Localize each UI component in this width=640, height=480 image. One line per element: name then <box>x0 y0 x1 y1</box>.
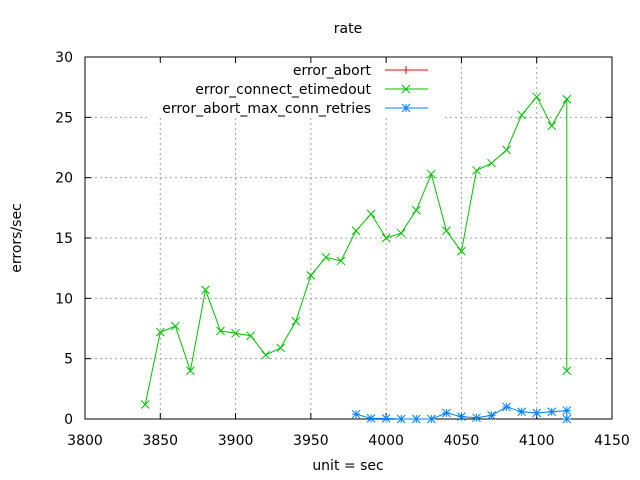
x-tick-label: 3950 <box>293 433 329 449</box>
y-tick-label: 15 <box>55 231 73 247</box>
series-layer <box>140 92 572 424</box>
data-point <box>562 94 572 104</box>
x-tick-label: 4100 <box>519 433 555 449</box>
x-tick-label: 4150 <box>594 433 630 449</box>
data-point <box>246 331 255 341</box>
data-point <box>321 252 331 262</box>
x-tick-label: 3900 <box>218 433 254 449</box>
legend-label-error-connect-etimedout: error_connect_etimedout <box>195 82 371 98</box>
data-point <box>201 285 210 295</box>
data-point <box>472 413 481 423</box>
data-point <box>487 411 496 420</box>
x-tick-label: 4000 <box>368 433 404 449</box>
data-point <box>562 406 572 415</box>
data-point <box>170 321 180 331</box>
data-point <box>487 158 496 168</box>
data-point <box>472 166 481 175</box>
data-point <box>562 366 572 376</box>
data-point <box>140 400 150 409</box>
x-axis-title: unit = sec <box>312 458 383 474</box>
data-point <box>155 327 165 337</box>
chart-title: rate <box>334 21 362 37</box>
tick-layer: 0 5 10 15 20 25 30 3800 3850 3900 3950 4000 4050 4100… <box>55 50 630 449</box>
y-axis-title: errors/sec <box>9 203 25 273</box>
y-tick-label: 0 <box>64 412 73 428</box>
data-point <box>261 350 271 360</box>
x-tick-label: 3850 <box>142 433 178 449</box>
data-point <box>396 414 406 424</box>
series-line-error-connect-etimedout <box>144 95 568 405</box>
data-point <box>366 209 376 219</box>
data-point <box>426 169 436 179</box>
y-tick-label: 10 <box>55 291 73 307</box>
data-point <box>411 205 421 215</box>
data-point <box>532 408 542 418</box>
data-point <box>186 366 195 376</box>
y-tick-label: 25 <box>55 110 73 126</box>
data-point <box>562 414 572 424</box>
data-point <box>502 145 511 155</box>
data-point <box>291 316 301 326</box>
series-line-error-abort-max-conn-retries <box>355 406 568 420</box>
data-point <box>517 110 527 120</box>
legend-marker-error-connect-etimedout <box>401 84 411 94</box>
data-point <box>366 414 376 423</box>
data-point <box>231 328 240 338</box>
data-point <box>442 408 451 418</box>
grid-layer <box>85 57 612 419</box>
series-error-connect-etimedout <box>140 92 572 409</box>
legend-marker-error-abort <box>402 66 410 74</box>
legend-label-error-abort-max-conn-retries: error_abort_max_conn_retries <box>162 101 371 117</box>
y-tick-label: 20 <box>55 171 73 187</box>
x-tick-label: 4050 <box>444 433 480 449</box>
data-point <box>306 271 316 280</box>
data-point <box>351 226 361 236</box>
data-point <box>351 409 361 419</box>
data-point <box>336 256 346 266</box>
data-point <box>547 407 557 417</box>
data-point <box>517 407 527 417</box>
legend-label-error-abort: error_abort <box>293 63 372 79</box>
data-point <box>457 412 466 421</box>
y-tick-label: 5 <box>64 352 73 368</box>
series-error-abort-max-conn-retries <box>351 402 572 424</box>
data-point <box>381 414 391 423</box>
data-point <box>381 233 391 243</box>
data-point <box>532 92 542 102</box>
x-tick-label: 3800 <box>67 433 103 449</box>
data-point <box>276 343 286 353</box>
data-point <box>502 402 511 412</box>
data-point <box>426 414 436 424</box>
data-point <box>411 414 421 424</box>
data-point <box>216 326 225 336</box>
data-point <box>547 121 557 131</box>
y-tick-label: 30 <box>55 50 73 66</box>
data-point <box>396 228 406 238</box>
data-point <box>457 246 466 256</box>
legend: error_abort error_connect_etimedout error_… <box>162 63 428 117</box>
legend-marker-error-abort-max-conn-retries <box>401 103 411 113</box>
data-point <box>442 226 451 236</box>
